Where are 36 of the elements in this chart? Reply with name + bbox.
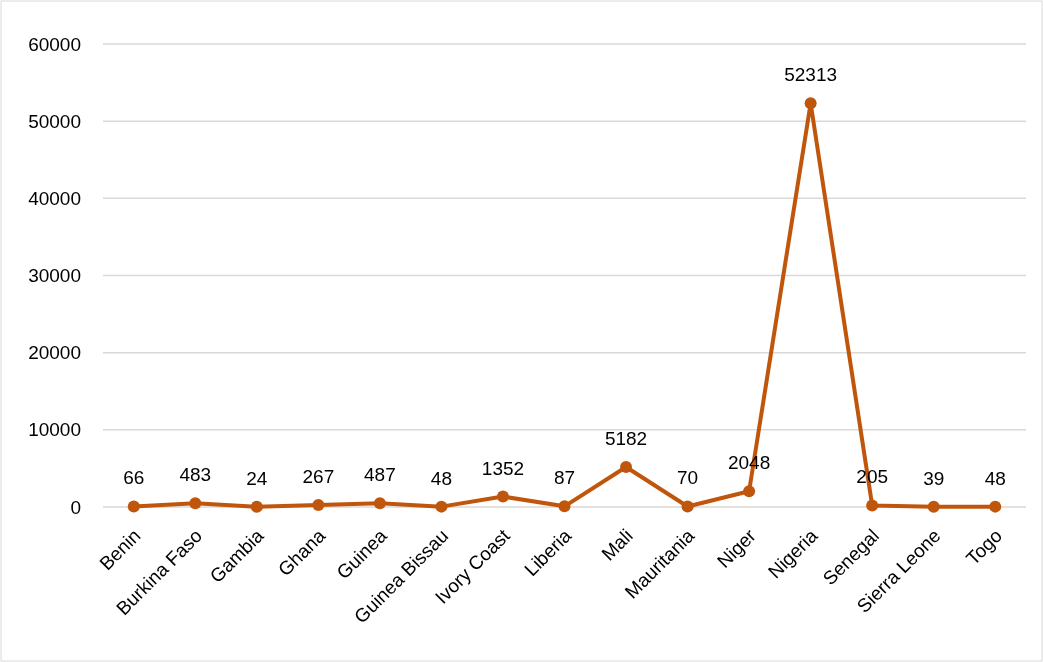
point [312, 498, 325, 511]
point [989, 500, 1002, 513]
data-label: 1352 [481, 457, 525, 479]
data-label: 483 [179, 464, 212, 486]
x-tick-label: Togo [962, 524, 1007, 569]
point [681, 500, 694, 513]
data-label: 39 [923, 467, 945, 489]
point [127, 500, 140, 513]
point [927, 500, 940, 513]
point [435, 500, 448, 513]
data-label: 48 [984, 467, 1006, 489]
point [250, 500, 263, 513]
y-tick-label: 30000 [28, 265, 81, 287]
y-tick-label: 50000 [28, 110, 81, 132]
point [804, 97, 817, 110]
data-label: 52313 [784, 64, 838, 86]
point [373, 497, 386, 510]
data-label: 487 [364, 464, 396, 486]
data-label: 70 [677, 467, 699, 489]
y-tick-label: 10000 [28, 419, 81, 441]
point [743, 485, 756, 498]
y-tick-label: 0 [70, 496, 81, 518]
point [189, 497, 202, 510]
y-tick-label: 20000 [28, 342, 81, 364]
data-label: 5182 [604, 428, 648, 450]
data-label: 24 [246, 467, 268, 489]
data-label: 87 [553, 467, 576, 489]
point [496, 490, 509, 503]
data-label: 267 [302, 465, 335, 487]
data-label: 66 [123, 467, 145, 489]
point [866, 499, 879, 512]
y-tick-label: 60000 [28, 33, 81, 55]
data-label: 48 [430, 467, 452, 489]
point [558, 500, 571, 513]
point [620, 461, 633, 474]
y-tick-label: 40000 [28, 187, 81, 209]
